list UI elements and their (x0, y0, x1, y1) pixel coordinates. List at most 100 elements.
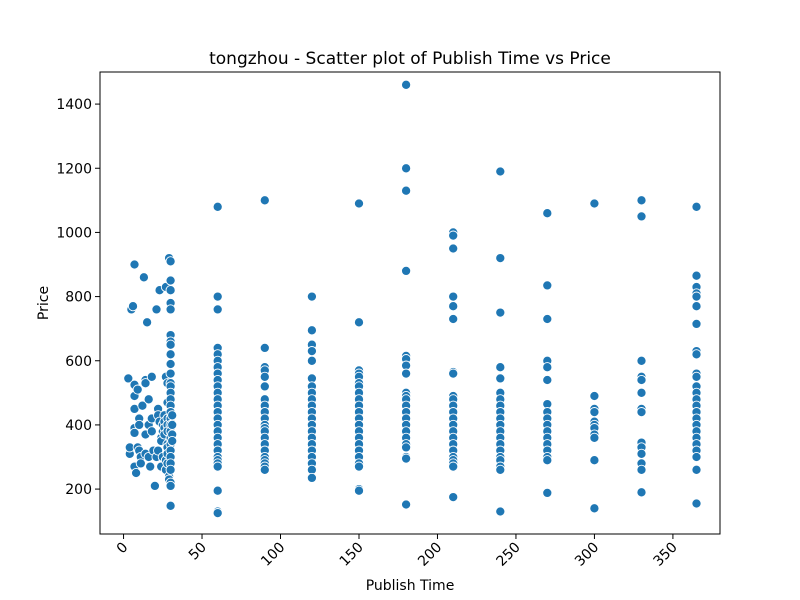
data-point (691, 464, 702, 475)
data-point (165, 304, 176, 315)
data-point (691, 291, 702, 302)
x-tick-label: 300 (572, 540, 602, 570)
data-point (495, 253, 506, 264)
x-tick-label: 100 (258, 540, 288, 570)
data-point (691, 498, 702, 509)
data-point (691, 451, 702, 463)
data-point (142, 317, 153, 328)
y-tick-label: 1000 (56, 225, 92, 241)
data-point (542, 455, 553, 466)
data-point (401, 265, 412, 276)
data-point (691, 270, 702, 281)
data-point (448, 461, 459, 472)
chart-title: tongzhou - Scatter plot of Publish Time … (209, 49, 611, 69)
data-point (401, 368, 412, 379)
data-point (542, 280, 553, 291)
data-point (212, 304, 223, 315)
data-point (448, 313, 459, 325)
data-point (353, 317, 365, 328)
data-point (165, 368, 176, 379)
x-axis-label: Publish Time (366, 578, 455, 594)
x-tick-label: 50 (186, 540, 210, 564)
data-point (691, 349, 702, 360)
data-point (212, 461, 223, 472)
x-tick-label: 200 (415, 540, 445, 570)
data-point (636, 374, 647, 386)
data-point (135, 458, 146, 469)
data-point (129, 259, 140, 270)
data-point (167, 410, 178, 421)
data-point (448, 291, 459, 302)
data-point (401, 79, 412, 90)
data-point (127, 301, 139, 312)
data-point (495, 307, 506, 318)
y-tick-label: 600 (65, 354, 92, 370)
data-point (448, 301, 459, 312)
data-point (636, 387, 647, 398)
data-point (542, 487, 553, 498)
data-point (146, 371, 157, 382)
data-point (401, 442, 412, 453)
data-point (353, 485, 365, 496)
data-point (149, 480, 160, 491)
data-point (636, 448, 647, 459)
plot-area-frame (99, 71, 721, 535)
data-point (589, 503, 600, 514)
data-point (259, 342, 270, 353)
data-point (165, 349, 176, 360)
data-point (448, 243, 459, 254)
data-point (589, 198, 600, 209)
data-point (448, 492, 459, 503)
data-point (212, 291, 223, 302)
data-point (495, 166, 506, 177)
data-point (212, 485, 223, 496)
data-point (589, 432, 600, 443)
data-point (448, 230, 459, 241)
y-axis-label: Price (36, 286, 52, 320)
data-point (143, 394, 154, 405)
data-point (306, 346, 317, 357)
data-point (589, 455, 600, 466)
data-point (137, 400, 148, 411)
data-point (306, 291, 317, 302)
data-point (306, 325, 317, 336)
data-point (146, 426, 157, 437)
data-point (167, 419, 178, 430)
x-tick-label: 350 (651, 540, 681, 570)
data-point (259, 464, 270, 475)
data-point (132, 384, 143, 395)
data-point (495, 373, 506, 384)
data-point (167, 435, 178, 447)
data-point (636, 407, 647, 418)
y-tick-label: 1400 (56, 97, 92, 113)
data-point (131, 467, 142, 479)
data-point (151, 304, 162, 315)
x-tick-label: 250 (494, 540, 524, 570)
data-point (401, 499, 412, 510)
data-point (542, 313, 553, 325)
data-point (165, 256, 176, 267)
data-point (165, 500, 176, 511)
data-point (401, 185, 412, 196)
data-point (691, 318, 702, 329)
data-point (589, 390, 600, 402)
data-point (401, 163, 412, 174)
data-point (636, 195, 647, 206)
data-point (212, 508, 223, 519)
data-point (259, 195, 270, 206)
data-point (691, 301, 702, 312)
data-point (140, 378, 151, 389)
data-point (123, 373, 134, 384)
data-point (401, 453, 412, 464)
x-tick-label: 150 (337, 540, 367, 570)
data-point (165, 285, 176, 296)
data-point (306, 472, 317, 483)
data-point (495, 362, 506, 373)
data-point (542, 208, 553, 219)
y-tick-label: 1200 (56, 161, 92, 177)
data-point (212, 201, 223, 212)
data-point (542, 362, 553, 373)
data-point (691, 201, 702, 212)
data-point (636, 355, 647, 366)
